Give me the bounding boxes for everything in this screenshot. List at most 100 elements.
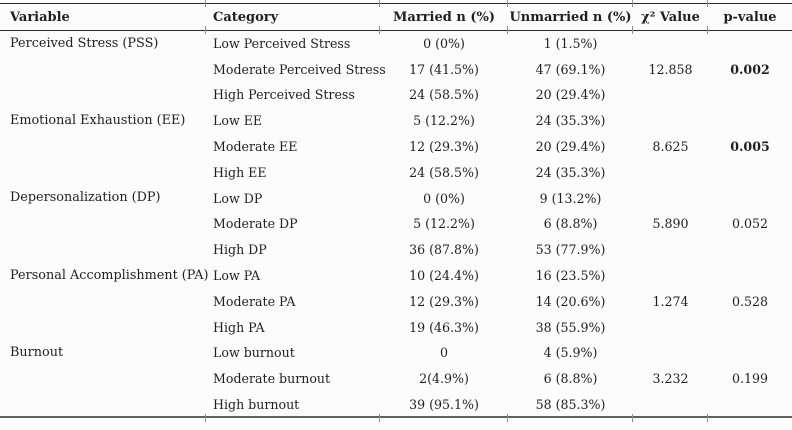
category-cell: High PA bbox=[213, 319, 265, 335]
column-boundary-tick bbox=[205, 0, 206, 7]
category-cell: Moderate Perceived Stress bbox=[213, 61, 386, 77]
p-value-cell: 0.528 bbox=[731, 293, 769, 309]
category-cell: High EE bbox=[213, 164, 267, 180]
table-row: Emotional Exhaustion (EE) Low EE 5 (12.2… bbox=[0, 108, 792, 134]
married-cell: 36 (87.8%) bbox=[409, 242, 479, 258]
table-row: Moderate PA 12 (29.3%) 14 (20.6%) 1.274 … bbox=[0, 288, 792, 314]
variable-cell: Depersonalization (DP) bbox=[10, 190, 161, 206]
column-boundary-tick bbox=[707, 0, 708, 7]
unmarried-cell: 20 (29.4%) bbox=[535, 139, 606, 155]
p-value-cell bbox=[708, 159, 792, 185]
unmarried-cell: 24 (35.3%) bbox=[535, 164, 606, 180]
table-row: High burnout 39 (95.1%) 58 (85.3%) bbox=[0, 392, 792, 418]
column-boundary-tick bbox=[507, 26, 508, 34]
category-cell: Low DP bbox=[213, 190, 263, 206]
p-value-cell bbox=[708, 31, 792, 57]
married-cell: 24 (58.5%) bbox=[409, 164, 479, 180]
category-cell: Moderate DP bbox=[213, 216, 298, 232]
p-value-cell: 0.199 bbox=[731, 371, 769, 387]
unmarried-cell: 16 (23.5%) bbox=[535, 268, 606, 284]
column-boundary-tick bbox=[632, 414, 633, 422]
p-value-cell bbox=[708, 314, 792, 340]
p-value-cell: 0.002 bbox=[730, 61, 770, 77]
p-value-cell: 0.005 bbox=[730, 139, 770, 155]
col-header-p-value: p-value bbox=[708, 3, 792, 31]
chi-square-cell bbox=[633, 340, 708, 366]
married-cell: 5 (12.2%) bbox=[413, 216, 475, 232]
table-row: Personal Accomplishment (PA) Low PA 10 (… bbox=[0, 263, 792, 289]
married-cell: 10 (24.4%) bbox=[409, 268, 479, 284]
table-row: High Perceived Stress 24 (58.5%) 20 (29.… bbox=[0, 82, 792, 108]
column-boundary-tick bbox=[707, 414, 708, 422]
chi-square-cell bbox=[633, 108, 708, 134]
chi-square-cell bbox=[633, 31, 708, 57]
column-boundary-tick bbox=[379, 26, 380, 34]
chi-square-cell: 8.625 bbox=[652, 139, 689, 155]
table-row: Moderate EE 12 (29.3%) 20 (29.4%) 8.625 … bbox=[0, 134, 792, 160]
chi-square-cell bbox=[633, 185, 708, 211]
unmarried-cell: 6 (8.8%) bbox=[543, 216, 598, 232]
p-value-cell bbox=[708, 185, 792, 211]
column-boundary-tick bbox=[507, 0, 508, 7]
category-cell: Low Perceived Stress bbox=[213, 36, 351, 52]
married-cell: 12 (29.3%) bbox=[409, 139, 479, 155]
chi-square-cell bbox=[633, 263, 708, 289]
column-boundary-tick bbox=[205, 26, 206, 34]
column-boundary-tick bbox=[707, 26, 708, 34]
p-value-cell bbox=[708, 263, 792, 289]
col-header-variable: Variable bbox=[0, 3, 206, 31]
table-row: High DP 36 (87.8%) 53 (77.9%) bbox=[0, 237, 792, 263]
unmarried-cell: 24 (35.3%) bbox=[535, 113, 606, 129]
chi-square-cell bbox=[633, 159, 708, 185]
p-value-cell: 0.052 bbox=[731, 216, 769, 232]
p-value-cell bbox=[708, 237, 792, 263]
chi-square-cell bbox=[633, 314, 708, 340]
chi-square-cell: 1.274 bbox=[652, 293, 689, 309]
table-row: Moderate Perceived Stress 17 (41.5%) 47 … bbox=[0, 56, 792, 82]
married-cell: 12 (29.3%) bbox=[409, 293, 479, 309]
unmarried-cell: 53 (77.9%) bbox=[535, 242, 606, 258]
unmarried-cell: 47 (69.1%) bbox=[535, 61, 606, 77]
col-header-chi-square: χ² Value bbox=[633, 3, 708, 31]
p-value-cell bbox=[708, 82, 792, 108]
table-row: High PA 19 (46.3%) 38 (55.9%) bbox=[0, 314, 792, 340]
category-cell: Low PA bbox=[213, 268, 261, 284]
married-cell: 0 (0%) bbox=[423, 190, 465, 206]
col-header-unmarried: Unmarried n (%) bbox=[508, 3, 633, 31]
variable-cell: Perceived Stress (PSS) bbox=[10, 36, 159, 51]
column-boundary-tick bbox=[632, 26, 633, 34]
p-value-cell bbox=[708, 392, 792, 418]
unmarried-cell: 9 (13.2%) bbox=[539, 190, 602, 206]
married-cell: 17 (41.5%) bbox=[409, 61, 479, 77]
unmarried-cell: 6 (8.8%) bbox=[543, 371, 598, 387]
column-boundary-tick bbox=[632, 0, 633, 7]
married-cell: 0 (0%) bbox=[423, 36, 465, 52]
married-cell: 24 (58.5%) bbox=[409, 87, 479, 103]
variable-cell: Burnout bbox=[10, 345, 64, 361]
chi-square-cell bbox=[633, 237, 708, 263]
category-cell: Low EE bbox=[213, 113, 263, 129]
table-row: Perceived Stress (PSS) Low Perceived Str… bbox=[0, 31, 792, 57]
category-cell: High DP bbox=[213, 242, 267, 258]
col-header-married: Married n (%) bbox=[380, 3, 508, 31]
table-row: Depersonalization (DP) Low DP 0 (0%) 9 (… bbox=[0, 185, 792, 211]
col-header-category: Category bbox=[206, 3, 380, 31]
chi-square-cell: 12.858 bbox=[648, 61, 693, 77]
category-cell: High Perceived Stress bbox=[213, 87, 355, 103]
table-row: Moderate burnout 2(4.9%) 6 (8.8%) 3.232 … bbox=[0, 366, 792, 392]
column-boundary-tick bbox=[507, 414, 508, 422]
married-cell: 2(4.9%) bbox=[419, 371, 469, 387]
column-boundary-tick bbox=[205, 414, 206, 422]
category-cell: Moderate EE bbox=[213, 139, 298, 155]
statistics-table: Variable Category Married n (%) Unmarrie… bbox=[0, 3, 792, 419]
header-row: Variable Category Married n (%) Unmarrie… bbox=[0, 3, 792, 31]
category-cell: High burnout bbox=[213, 396, 300, 412]
category-cell: Low burnout bbox=[213, 345, 295, 361]
unmarried-cell: 14 (20.6%) bbox=[535, 293, 606, 309]
column-boundary-tick bbox=[379, 414, 380, 422]
married-cell: 5 (12.2%) bbox=[413, 113, 475, 129]
married-cell: 0 bbox=[439, 345, 448, 361]
chi-square-cell: 5.890 bbox=[652, 216, 689, 232]
chi-square-cell: 3.232 bbox=[652, 371, 689, 387]
